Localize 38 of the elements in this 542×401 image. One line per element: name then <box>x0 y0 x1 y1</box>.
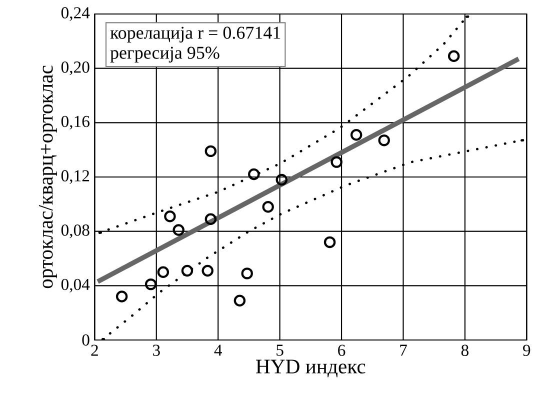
y-tick-label: 0,24 <box>61 7 90 21</box>
y-tick-label: 0,16 <box>61 116 90 130</box>
y-tick-label: 0,04 <box>61 278 90 292</box>
y-axis-title: ортоклас/кварц+ортоклас <box>38 66 57 288</box>
point <box>157 266 170 278</box>
x-tick-label: 2 <box>91 344 98 356</box>
point <box>448 50 460 62</box>
x-tick-label: 5 <box>276 344 284 356</box>
x-tick-label: 3 <box>153 344 160 356</box>
y-tick-label: 0,20 <box>61 62 90 76</box>
x-tick-label: 9 <box>523 344 530 356</box>
x-axis-title: HYD индекс <box>256 360 366 378</box>
x-tick-label: 4 <box>214 344 222 356</box>
point <box>116 290 128 302</box>
point <box>324 236 336 248</box>
annotation: регресија 95% <box>110 46 220 62</box>
y-tick-label: 0,08 <box>61 224 90 238</box>
point <box>276 174 288 186</box>
point <box>181 264 194 277</box>
x-tick-label: 8 <box>461 344 468 356</box>
point <box>350 129 362 141</box>
point <box>204 145 217 158</box>
point <box>144 278 157 290</box>
point <box>330 156 342 168</box>
annotation: корелација r = 0.67141 <box>110 26 280 42</box>
x-tick-label: 6 <box>338 344 346 356</box>
point <box>164 210 176 222</box>
y-tick-label: 0 <box>82 334 90 346</box>
point <box>234 294 246 306</box>
point <box>172 224 184 236</box>
point <box>262 201 274 213</box>
point <box>204 213 217 225</box>
point <box>378 134 390 146</box>
point <box>248 168 260 180</box>
x-tick-label: 7 <box>400 344 407 356</box>
point <box>241 268 253 280</box>
point <box>202 264 214 277</box>
y-tick-label: 0,12 <box>61 170 90 184</box>
